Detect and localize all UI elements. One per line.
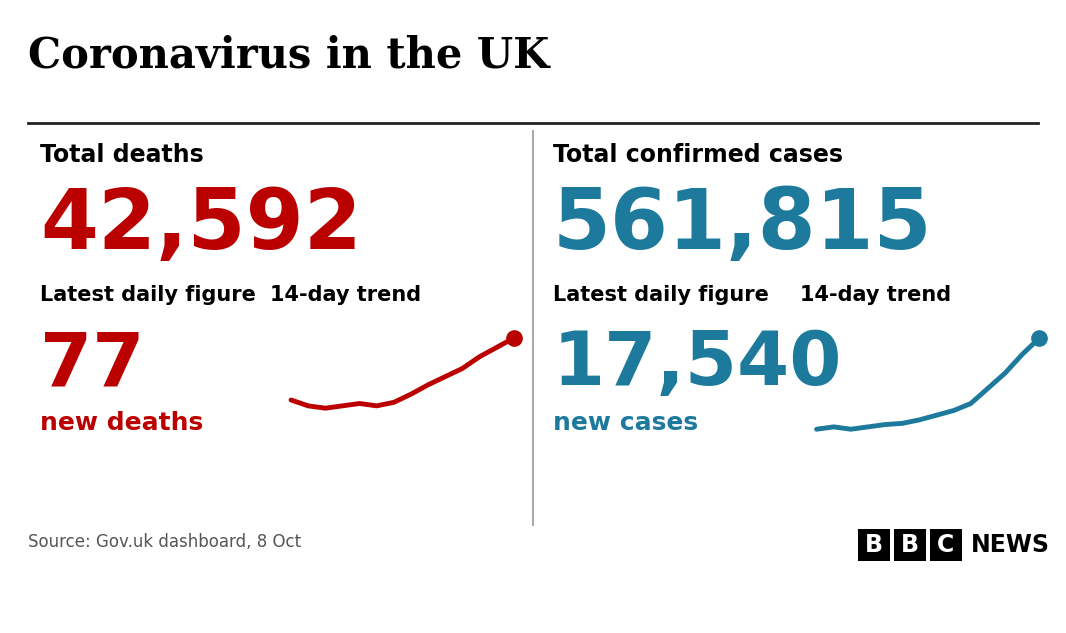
Text: 77: 77 [41,328,145,401]
Text: Total deaths: Total deaths [41,143,204,167]
Text: Latest daily figure: Latest daily figure [553,285,769,305]
Text: 14-day trend: 14-day trend [800,285,951,305]
FancyBboxPatch shape [894,529,926,561]
Text: Total confirmed cases: Total confirmed cases [553,143,843,167]
Text: NEWS: NEWS [971,533,1050,557]
Text: B: B [865,533,883,557]
Text: 561,815: 561,815 [553,185,933,266]
Text: Source: Gov.uk dashboard, 8 Oct: Source: Gov.uk dashboard, 8 Oct [28,533,301,551]
Text: C: C [937,533,955,557]
FancyBboxPatch shape [858,529,890,561]
Text: 42,592: 42,592 [41,185,361,266]
Text: new cases: new cases [553,411,698,435]
FancyBboxPatch shape [930,529,962,561]
Text: Coronavirus in the UK: Coronavirus in the UK [28,35,549,77]
Text: Latest daily figure: Latest daily figure [41,285,256,305]
Text: 17,540: 17,540 [553,328,842,401]
Text: 14-day trend: 14-day trend [270,285,421,305]
Text: new deaths: new deaths [41,411,204,435]
Text: B: B [901,533,919,557]
